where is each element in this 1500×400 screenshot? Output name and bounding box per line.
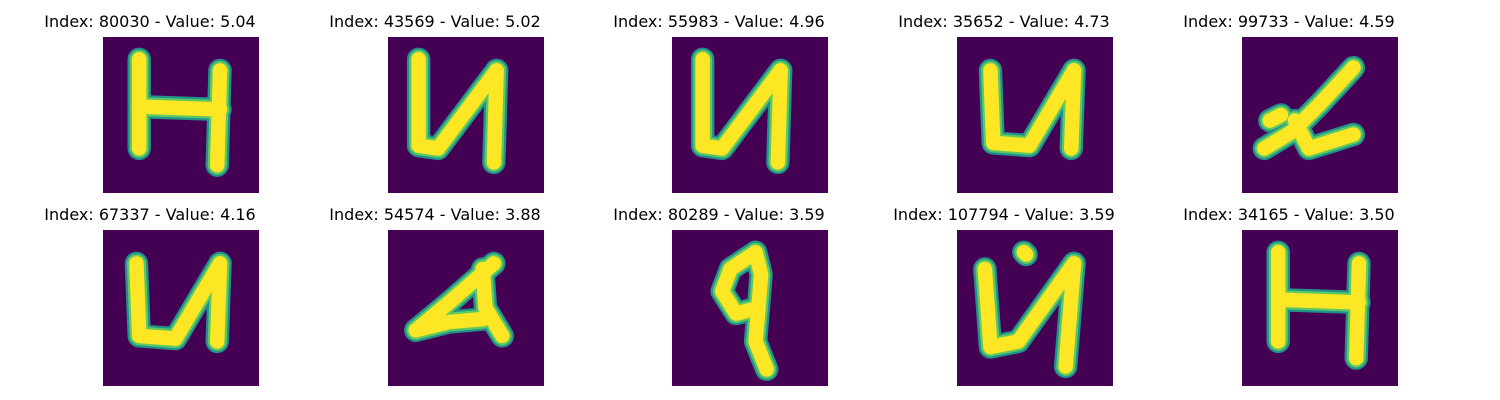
panel-title: Index: 54574 - Value: 3.88 xyxy=(285,205,585,224)
panel-title: Index: 55983 - Value: 4.96 xyxy=(569,12,869,31)
panel-5: Index: 99733 - Value: 4.59 xyxy=(1139,0,1439,200)
character-image xyxy=(103,230,259,386)
panel-6: Index: 67337 - Value: 4.16 xyxy=(0,193,300,393)
panel-title: Index: 35652 - Value: 4.73 xyxy=(854,12,1154,31)
panel-title: Index: 43569 - Value: 5.02 xyxy=(285,12,585,31)
panel-3: Index: 55983 - Value: 4.96 xyxy=(569,0,869,200)
panel-title: Index: 67337 - Value: 4.16 xyxy=(0,205,300,224)
character-image xyxy=(388,37,544,193)
panel-title: Index: 80030 - Value: 5.04 xyxy=(0,12,300,31)
panel-1: Index: 80030 - Value: 5.04 xyxy=(0,0,300,200)
character-image xyxy=(1242,230,1398,386)
character-image xyxy=(957,230,1113,386)
character-image xyxy=(103,37,259,193)
panel-9: Index: 107794 - Value: 3.59 xyxy=(854,193,1154,393)
panel-title: Index: 34165 - Value: 3.50 xyxy=(1139,205,1439,224)
panel-2: Index: 43569 - Value: 5.02 xyxy=(285,0,585,200)
panel-4: Index: 35652 - Value: 4.73 xyxy=(854,0,1154,200)
character-image xyxy=(672,230,828,386)
character-image xyxy=(388,230,544,386)
character-image xyxy=(957,37,1113,193)
panel-10: Index: 34165 - Value: 3.50 xyxy=(1139,193,1439,393)
character-image xyxy=(672,37,828,193)
panel-7: Index: 54574 - Value: 3.88 xyxy=(285,193,585,393)
panel-title: Index: 80289 - Value: 3.59 xyxy=(569,205,869,224)
panel-title: Index: 107794 - Value: 3.59 xyxy=(854,205,1154,224)
character-image xyxy=(1242,37,1398,193)
panel-8: Index: 80289 - Value: 3.59 xyxy=(569,193,869,393)
panel-title: Index: 99733 - Value: 4.59 xyxy=(1139,12,1439,31)
